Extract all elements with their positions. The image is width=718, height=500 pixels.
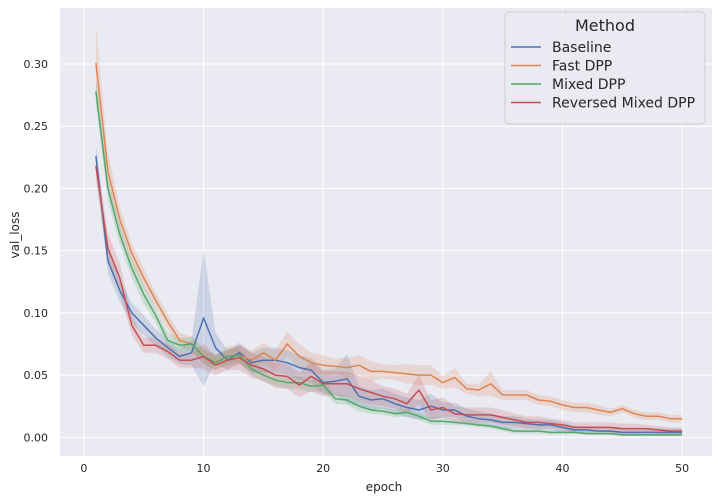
y-tick-label: 0.20: [24, 182, 49, 195]
y-tick-label: 0.10: [24, 307, 49, 320]
legend-box: [504, 11, 706, 125]
x-tick-label: 50: [675, 462, 689, 475]
confidence-bands: [95, 25, 683, 437]
grid-lines: [60, 8, 712, 456]
y-axis-label: val_loss: [8, 212, 22, 259]
series-lines: [95, 62, 683, 436]
tick-labels: 0 10 20 30 40 50 0.00 0.05 0.10 0.15 0.20 0.25 0.30: [24, 58, 690, 475]
x-tick-label: 30: [436, 462, 450, 475]
confidence-band: [95, 143, 683, 437]
x-axis-label: epoch: [366, 480, 403, 494]
series-line: [95, 165, 683, 432]
legend: Method Baseline Fast DPP Mixed DPP Reversed…: [504, 11, 706, 125]
legend-label: Mixed DPP: [552, 77, 625, 93]
y-tick-label: 0.00: [24, 431, 49, 444]
x-tick-label: 10: [197, 462, 211, 475]
confidence-band: [95, 151, 683, 435]
legend-label: Fast DPP: [552, 59, 612, 75]
legend-title: Method: [575, 16, 635, 35]
series-line: [95, 91, 683, 436]
y-tick-label: 0.30: [24, 58, 49, 71]
x-tick-label: 0: [80, 462, 87, 475]
x-tick-label: 20: [316, 462, 330, 475]
legend-label: Reversed Mixed DPP: [552, 96, 695, 112]
legend-label: Baseline: [552, 40, 611, 56]
y-tick-label: 0.25: [24, 120, 49, 133]
y-tick-label: 0.05: [24, 369, 49, 382]
y-tick-label: 0.15: [24, 245, 49, 258]
x-tick-label: 40: [555, 462, 569, 475]
legend-items: Baseline Fast DPP Mixed DPP Reversed Mixed …: [511, 40, 695, 112]
